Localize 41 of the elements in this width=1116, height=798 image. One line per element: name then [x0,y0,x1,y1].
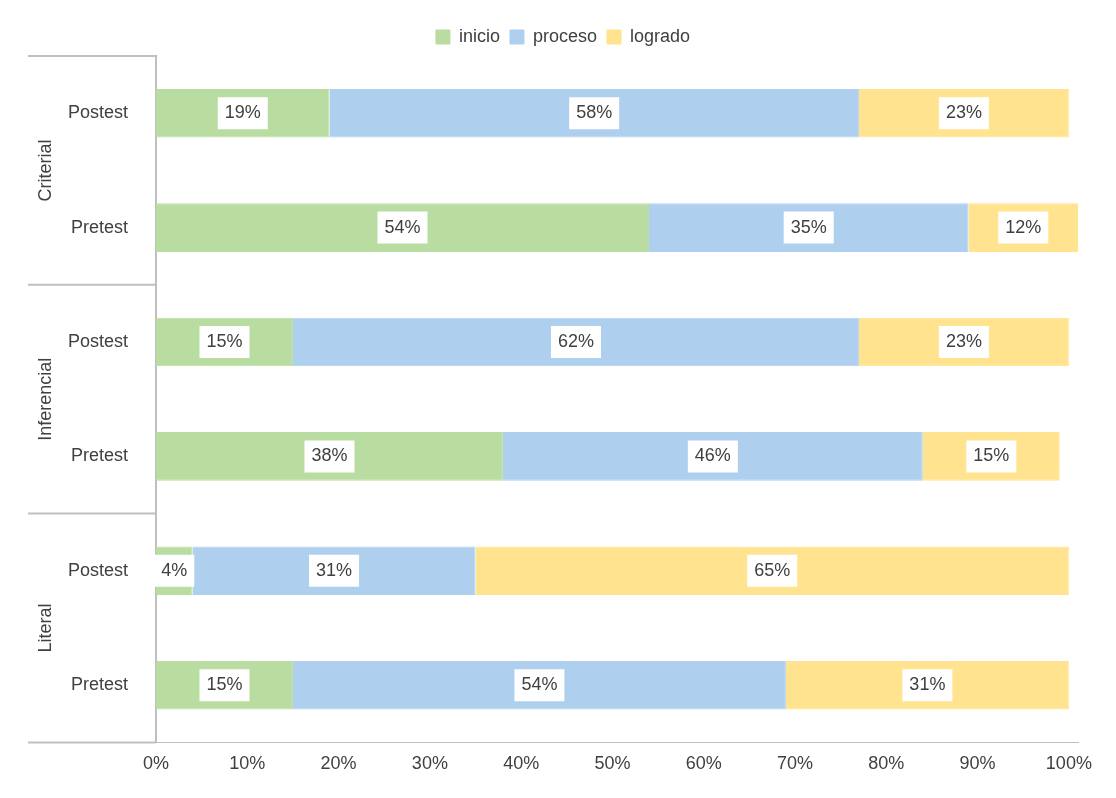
data-label: 58% [576,102,613,123]
data-label: 15% [973,445,1010,466]
x-tick-label: 40% [503,753,540,774]
data-label: 31% [909,674,946,695]
data-label: 46% [694,445,731,466]
text: Criterial [34,139,55,202]
text: Literal [34,603,55,653]
data-label: 54% [521,674,558,695]
x-tick-label: 70% [777,753,814,774]
data-label: 65% [754,559,791,580]
y-tick-label: Pretest [71,674,129,695]
x-tick-label: 50% [594,753,631,774]
y-tick-label: Postest [68,559,129,580]
data-label: 15% [206,674,243,695]
legend-label: inicio [458,25,500,46]
legend-label: proceso [532,25,598,46]
data-label: 19% [224,102,261,123]
data-label: 62% [557,330,594,351]
y-tick-label: Pretest [71,445,129,466]
y-tick-label: Postest [68,330,129,351]
data-label: 23% [945,102,982,123]
x-tick-label: 90% [959,753,996,774]
data-label: 54% [384,216,421,237]
data-label: 4% [161,559,188,580]
legend-label: logrado [630,25,691,46]
data-label: 12% [1005,216,1042,237]
y-tick-label: Pretest [71,216,129,237]
data-label: 35% [790,216,827,237]
x-tick-label: 60% [685,753,722,774]
data-label: 23% [945,330,982,351]
text: Inferencial [34,357,55,441]
x-tick-label: 80% [868,753,905,774]
x-tick-label: 100% [1045,753,1092,774]
x-tick-label: 30% [411,753,448,774]
data-label: 31% [316,559,353,580]
data-label: 38% [311,445,348,466]
data-label: 15% [206,330,243,351]
x-tick-label: 20% [320,753,357,774]
y-tick-label: Postest [68,102,129,123]
x-tick-label: 0% [143,753,170,774]
x-tick-label: 10% [229,753,266,774]
